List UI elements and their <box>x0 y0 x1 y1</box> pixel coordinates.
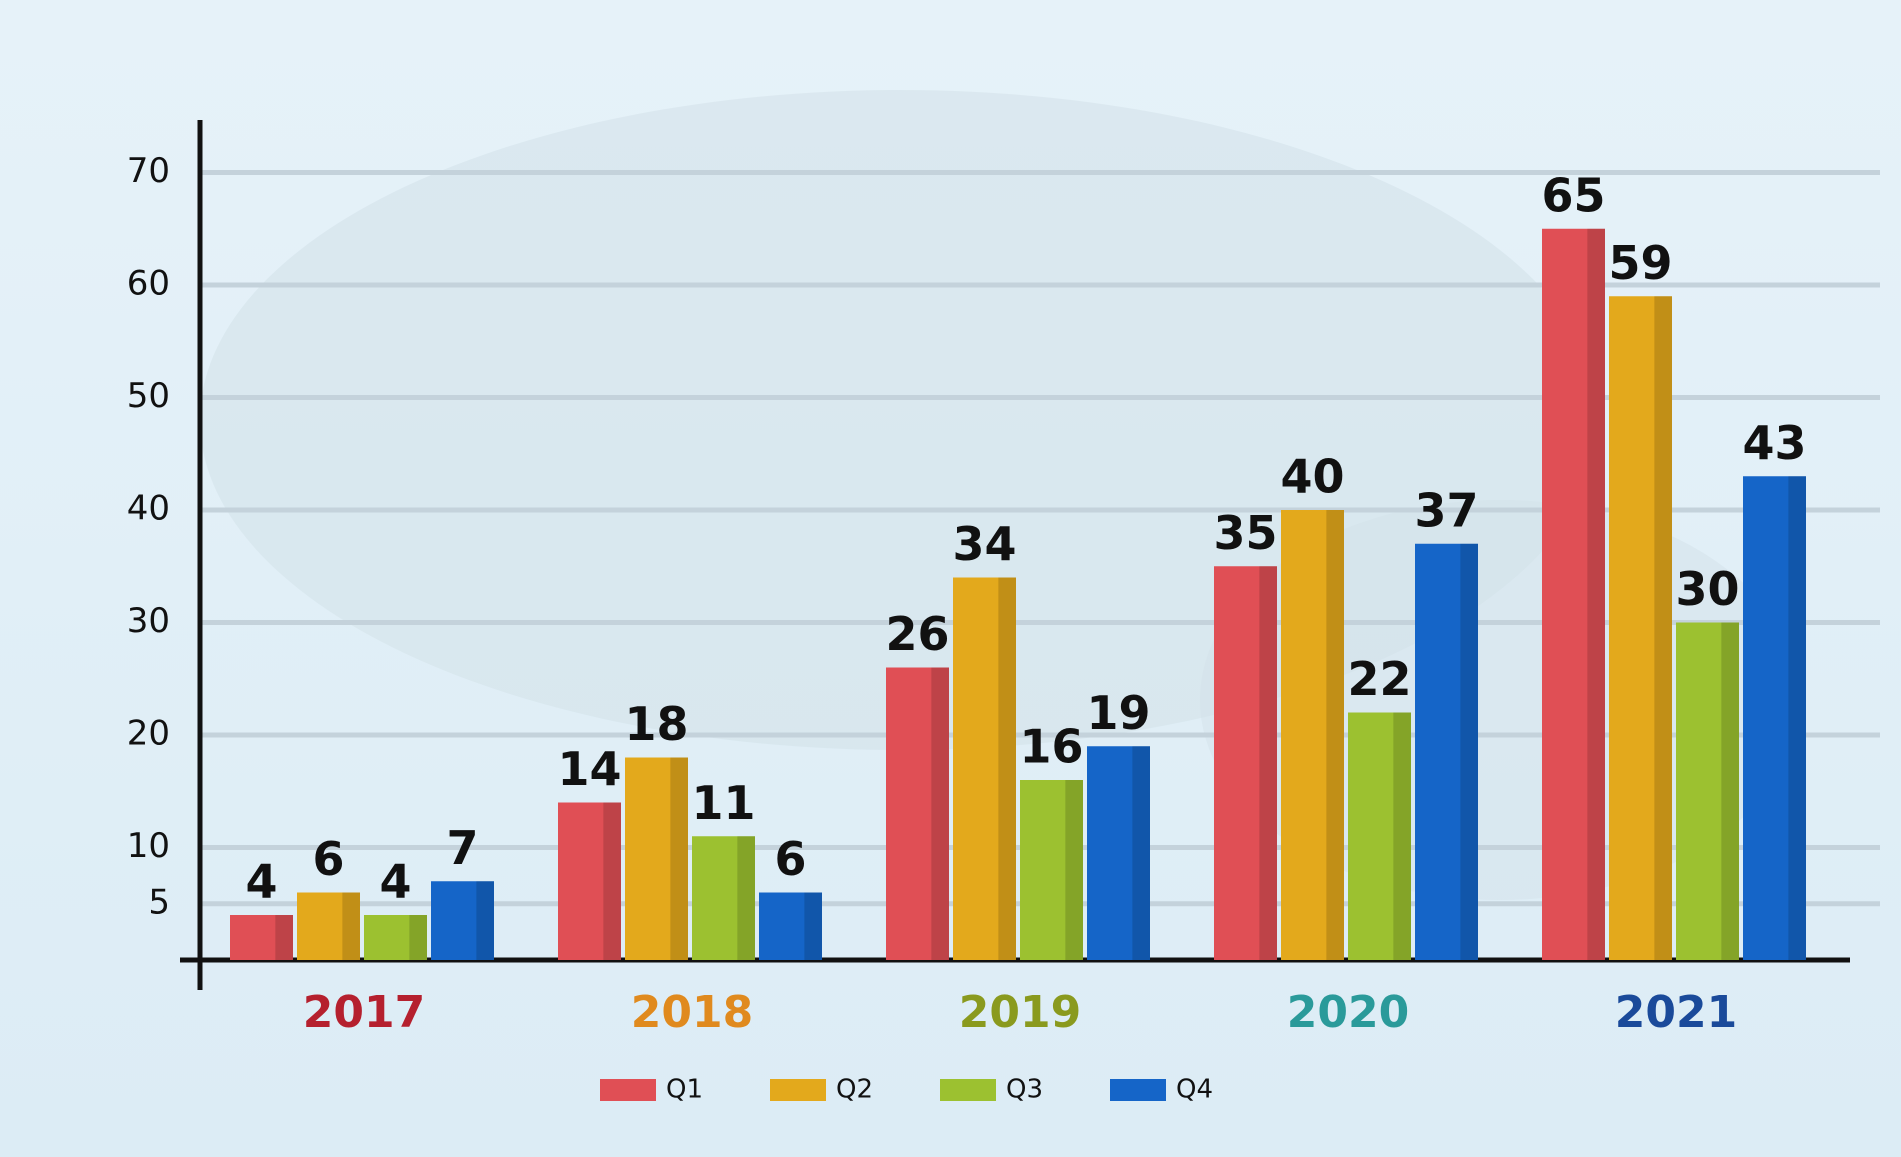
bar-shade <box>670 757 688 960</box>
y-tick-label: 5 <box>148 882 170 922</box>
bar <box>886 667 949 960</box>
bar-shade <box>275 915 293 960</box>
bar-shade <box>409 915 427 960</box>
value-label: 18 <box>624 697 688 751</box>
bar-shade <box>603 802 621 960</box>
value-label: 7 <box>446 821 478 875</box>
bar-shade <box>1788 476 1806 960</box>
bar-shade <box>342 892 360 960</box>
value-label: 35 <box>1213 506 1277 560</box>
value-label: 59 <box>1608 236 1672 290</box>
y-tick-label: 70 <box>127 151 170 191</box>
y-tick-label: 50 <box>127 376 170 416</box>
bar-shade <box>737 836 755 960</box>
value-label: 16 <box>1019 720 1083 774</box>
x-tick-label: 2021 <box>1615 987 1737 1038</box>
value-label: 43 <box>1742 416 1806 470</box>
legend-swatch <box>600 1079 656 1101</box>
x-tick-label: 2018 <box>631 987 753 1038</box>
value-label: 65 <box>1541 168 1605 222</box>
value-label: 6 <box>774 832 806 886</box>
value-label: 34 <box>952 517 1016 571</box>
bar-shade <box>476 881 494 960</box>
legend-swatch <box>940 1079 996 1101</box>
y-tick-label: 10 <box>127 826 170 866</box>
bar <box>625 757 688 960</box>
bar-shade <box>1654 296 1672 960</box>
value-label: 14 <box>557 742 621 796</box>
value-label: 40 <box>1280 450 1344 504</box>
value-label: 4 <box>245 855 277 909</box>
bar-shade <box>1132 746 1150 960</box>
bar <box>1676 622 1739 960</box>
legend-label: Q3 <box>1006 1075 1043 1105</box>
bar <box>1609 296 1672 960</box>
legend-label: Q1 <box>666 1075 703 1105</box>
bar <box>1542 228 1605 960</box>
y-tick-label: 40 <box>127 489 170 529</box>
x-tick-label: 2020 <box>1287 987 1409 1038</box>
value-label: 6 <box>312 832 344 886</box>
legend-label: Q4 <box>1176 1075 1213 1105</box>
value-label: 26 <box>885 607 949 661</box>
bar <box>431 881 494 960</box>
bar <box>1087 746 1150 960</box>
bar <box>297 892 360 960</box>
bar <box>1415 543 1478 960</box>
value-label: 4 <box>379 855 411 909</box>
bar <box>953 577 1016 960</box>
value-label: 37 <box>1414 483 1478 537</box>
value-label: 19 <box>1086 686 1150 740</box>
bar-shade <box>998 577 1016 960</box>
bar-shade <box>1065 780 1083 960</box>
bar <box>1743 476 1806 960</box>
bar <box>364 915 427 960</box>
bar <box>1214 566 1277 960</box>
bar-shade <box>1259 566 1277 960</box>
bar <box>1281 510 1344 960</box>
y-tick-label: 20 <box>127 714 170 754</box>
value-label: 30 <box>1675 562 1739 616</box>
x-tick-label: 2017 <box>303 987 425 1038</box>
bar-shade <box>1460 543 1478 960</box>
y-tick-label: 30 <box>127 601 170 641</box>
bar-shade <box>1721 622 1739 960</box>
y-tick-label: 60 <box>127 264 170 304</box>
bar <box>692 836 755 960</box>
legend-swatch <box>1110 1079 1166 1101</box>
bar <box>558 802 621 960</box>
legend-label: Q2 <box>836 1075 873 1105</box>
value-label: 22 <box>1347 652 1411 706</box>
legend-swatch <box>770 1079 826 1101</box>
bar <box>1020 780 1083 960</box>
value-label: 11 <box>691 776 755 830</box>
bar <box>1348 712 1411 960</box>
x-tick-label: 2019 <box>959 987 1081 1038</box>
bar <box>759 892 822 960</box>
bar <box>230 915 293 960</box>
bar-shade <box>1393 712 1411 960</box>
bar-shade <box>804 892 822 960</box>
bar-shade <box>1587 228 1605 960</box>
bar-shade <box>931 667 949 960</box>
bar-shade <box>1326 510 1344 960</box>
